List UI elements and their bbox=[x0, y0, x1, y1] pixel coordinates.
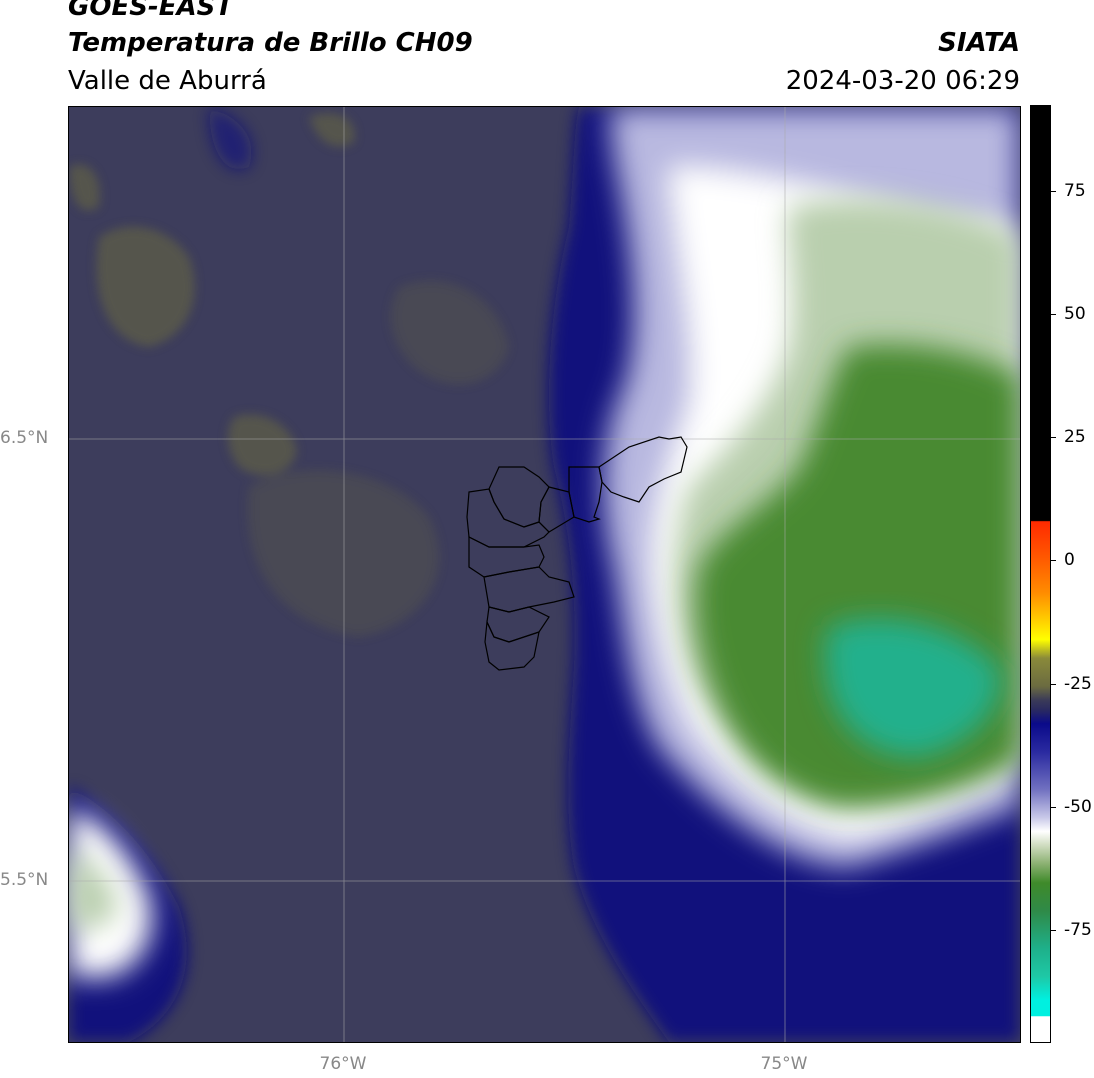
teal-coldest-spot bbox=[825, 619, 1001, 757]
colorbar-tick-0 bbox=[1050, 560, 1056, 561]
colorbar-tick-neg50 bbox=[1050, 807, 1056, 808]
colorbar-tick-neg25 bbox=[1050, 684, 1056, 685]
colorbar-label-neg50: -50 bbox=[1064, 797, 1092, 817]
colorbar-tick-50 bbox=[1050, 314, 1056, 315]
municipality-boundaries bbox=[466, 436, 688, 671]
satellite-map[interactable] bbox=[68, 106, 1021, 1043]
colorbar-label-50: 50 bbox=[1064, 304, 1086, 324]
colorbar-tick-25 bbox=[1050, 437, 1056, 438]
colorbar-label-neg75: -75 bbox=[1064, 920, 1092, 940]
lon-label-76: 76°W bbox=[319, 1054, 367, 1074]
lat-label-6-5: 6.5°N bbox=[0, 428, 49, 448]
satellite-title: GOES-EAST bbox=[68, 0, 234, 22]
temperature-colorbar bbox=[1030, 105, 1051, 1043]
timestamp-label: 2024-03-20 06:29 bbox=[785, 66, 1020, 96]
product-title: Temperatura de Brillo CH09 bbox=[68, 28, 473, 58]
lon-label-75: 75°W bbox=[760, 1054, 808, 1074]
colorbar-tick-75 bbox=[1050, 191, 1056, 192]
colorbar-label-75: 75 bbox=[1064, 181, 1086, 201]
colorbar-label-neg25: -25 bbox=[1064, 674, 1092, 694]
graticule bbox=[69, 107, 1020, 1042]
olive-patches bbox=[69, 113, 509, 637]
region-subtitle: Valle de Aburrá bbox=[68, 66, 267, 96]
colorbar-tick-neg75 bbox=[1050, 930, 1056, 931]
colorbar-label-25: 25 bbox=[1064, 427, 1086, 447]
agency-label: SIATA bbox=[938, 28, 1020, 58]
colorbar-label-0: 0 bbox=[1064, 550, 1075, 570]
lat-label-5-5: 5.5°N bbox=[0, 870, 49, 890]
